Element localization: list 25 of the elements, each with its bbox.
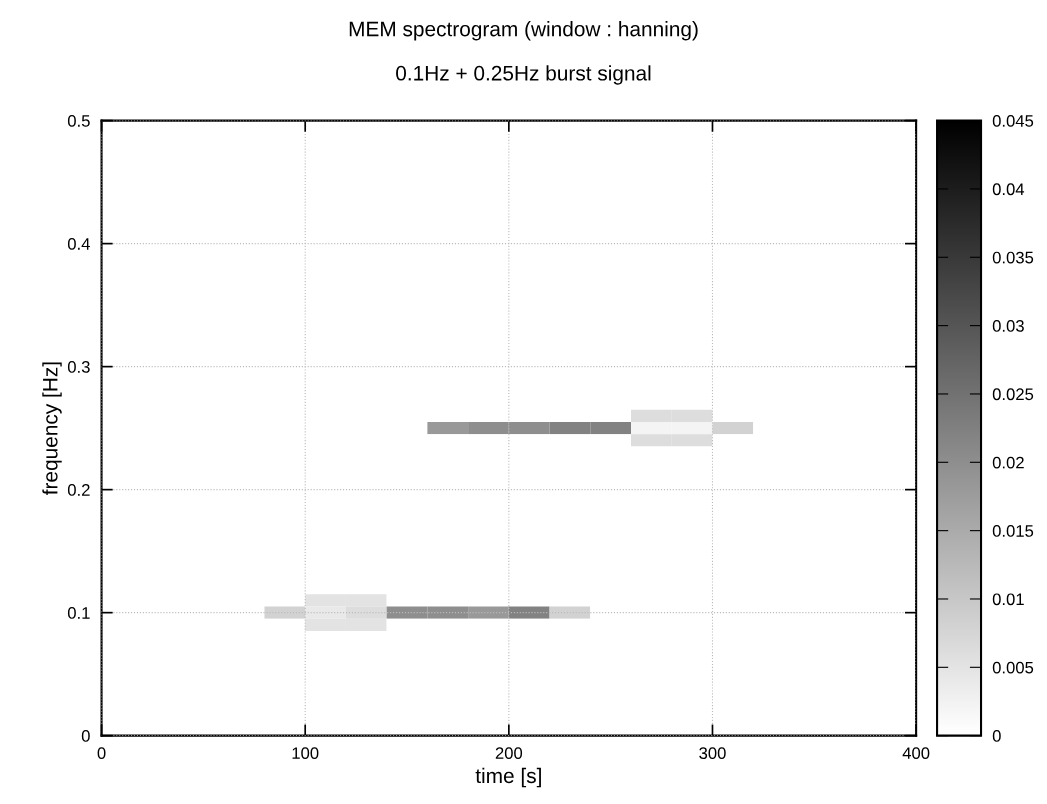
color-bar-label: 0.01	[992, 593, 1024, 606]
y-tick-label: 0.4	[67, 238, 90, 250]
y-tick-label: 0.1	[67, 607, 90, 619]
y-tick-label: 0	[81, 730, 90, 742]
color-bar-label: 0.005	[992, 661, 1034, 674]
color-bar-label: 0	[992, 730, 1001, 742]
color-bar-label: 0.03	[992, 320, 1024, 332]
color-bar-label: 0.02	[992, 456, 1024, 469]
chart-subtitle: 0.1Hz + 0.25Hz burst signal	[396, 65, 651, 85]
chart-title: MEM spectrogram (window : hanning)	[349, 21, 698, 41]
y-tick-label: 0.5	[67, 115, 90, 127]
color-bar-label: 0.04	[992, 183, 1025, 196]
x-tick-label: 0	[97, 747, 106, 760]
x-tick-label: 400	[902, 747, 930, 760]
x-axis-title: time [s]	[475, 767, 541, 788]
color-bar-label: 0.025	[992, 388, 1034, 401]
color-bar-label: 0.015	[992, 525, 1034, 537]
y-tick-label: 0.2	[67, 484, 90, 496]
color-bar-label: 0.035	[992, 251, 1034, 264]
y-axis-title: frequency [Hz]	[42, 362, 62, 495]
x-tick-label: 100	[292, 747, 319, 760]
color-bar-label: 0.045	[992, 115, 1034, 127]
x-tick-label: 200	[495, 747, 523, 760]
x-tick-label: 300	[699, 747, 726, 760]
y-tick-label: 0.3	[67, 361, 90, 373]
